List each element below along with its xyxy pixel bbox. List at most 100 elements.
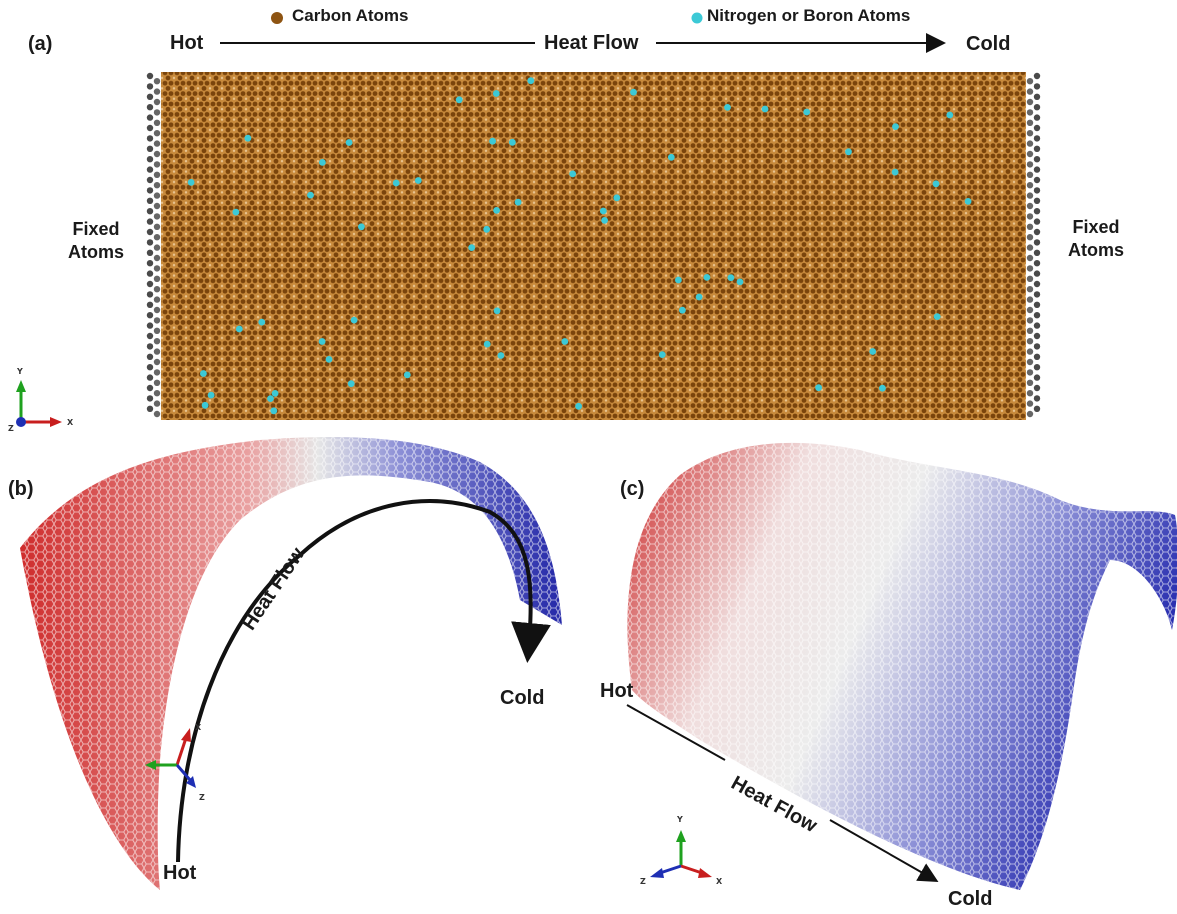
- fixed-atom: [1033, 93, 1041, 101]
- dopant-atom: [267, 395, 274, 402]
- hot-label-c: Hot: [600, 680, 634, 702]
- dopant-atom: [613, 194, 621, 202]
- fixed-atom: [1033, 384, 1041, 392]
- fixed-atom: [1033, 228, 1041, 236]
- axis-z-label-c: Z: [640, 877, 646, 886]
- fixed-atom: [153, 192, 161, 199]
- fixed-atom: [146, 93, 154, 101]
- dopant-atom: [271, 390, 279, 397]
- fixed-atom: [1026, 358, 1034, 366]
- fixed-atom: [1026, 265, 1034, 272]
- fixed-atom: [153, 213, 161, 220]
- dopant-atom: [761, 105, 769, 113]
- fixed-atom: [1026, 182, 1034, 189]
- dopant-atom: [492, 90, 500, 97]
- fixed-atom: [146, 83, 154, 90]
- fixed-atom: [146, 312, 154, 319]
- dopant-atom: [575, 402, 582, 410]
- dopant-atom: [658, 351, 666, 358]
- fixed-atoms-right: [1026, 72, 1041, 418]
- cold-label-c: Cold: [948, 888, 993, 910]
- fixed-atom: [153, 327, 161, 334]
- fixed-atom: [146, 208, 154, 215]
- fixed-atom: [1026, 275, 1034, 282]
- dopant-atom: [891, 168, 899, 176]
- dopant-atom: [727, 274, 735, 282]
- fixed-atom: [153, 98, 161, 106]
- fixed-atom: [146, 156, 154, 163]
- fixed-atom: [1026, 296, 1034, 303]
- fixed-atom: [1033, 280, 1041, 288]
- fixed-atom: [1026, 88, 1034, 95]
- fixed-atom: [153, 254, 161, 262]
- fixed-atom: [1033, 239, 1041, 246]
- axis-x-label-c: X: [716, 877, 723, 886]
- dopant-atom: [933, 313, 941, 320]
- fixed-atoms-left: [146, 72, 161, 418]
- fixed-atom: [1033, 104, 1041, 111]
- dopant-atoms: [187, 77, 972, 415]
- fixed-atom: [153, 390, 161, 397]
- fixed-atom: [1033, 124, 1041, 132]
- fixed-atom: [1033, 332, 1041, 340]
- fixed-atom: [146, 280, 154, 288]
- fixed-atom: [1026, 338, 1034, 345]
- panel-label-a: (a): [28, 33, 53, 55]
- fixed-atom: [1033, 176, 1041, 184]
- dopant-atom: [350, 316, 358, 324]
- fixed-atom: [1033, 166, 1041, 173]
- fixed-atom: [146, 395, 154, 402]
- fixed-atom: [1033, 156, 1041, 163]
- dopant-atom: [493, 207, 500, 214]
- fixed-atom: [146, 135, 154, 142]
- fixed-atom: [146, 218, 154, 225]
- fixed-atom: [146, 291, 154, 298]
- fixed-left-line2: Atoms: [68, 242, 125, 262]
- fixed-atom: [1026, 317, 1034, 324]
- fixed-right-line1: Fixed: [1072, 217, 1120, 237]
- fixed-atom: [153, 223, 161, 230]
- carbon-legend-dot: [271, 12, 283, 24]
- dopant-atom: [414, 177, 422, 184]
- fixed-atom: [146, 124, 154, 132]
- fixed-atom: [1026, 286, 1034, 293]
- panel-label-b: (b): [8, 478, 34, 500]
- axis-triad-b: X Z: [145, 723, 205, 802]
- dopant-atom: [946, 111, 954, 119]
- fixed-atom: [146, 72, 154, 80]
- fixed-atom: [1026, 150, 1034, 158]
- dopant-atom: [561, 338, 569, 345]
- fixed-atom: [1033, 353, 1041, 360]
- dopant-atom: [483, 340, 491, 348]
- hot-label-a: Hot: [170, 32, 204, 54]
- fixed-atom: [153, 296, 161, 303]
- fixed-atom: [1033, 395, 1041, 402]
- dopant-atom: [201, 401, 209, 409]
- dopant-atom: [483, 225, 491, 233]
- dopant-atom: [964, 198, 972, 205]
- fixed-atom: [1033, 301, 1041, 308]
- fixed-atom: [153, 119, 161, 127]
- fixed-atom: [146, 405, 154, 412]
- fixed-atom: [1026, 140, 1034, 147]
- fixed-atom: [153, 171, 161, 178]
- dopant-atom: [307, 191, 314, 199]
- dopant-atom: [392, 179, 400, 187]
- fixed-atom: [146, 343, 154, 350]
- fixed-atom: [146, 166, 154, 173]
- fixed-atom: [146, 332, 154, 340]
- dopant-atom: [347, 380, 355, 388]
- dopant-atom: [235, 325, 243, 333]
- dopant-atom: [932, 180, 940, 188]
- fixed-atom: [146, 249, 154, 256]
- fixed-atom: [146, 374, 154, 381]
- graphene-sheet: [161, 72, 1026, 420]
- dopant-atom: [244, 134, 252, 142]
- panel-a: Y X Z: [8, 12, 1041, 433]
- dopant-atom: [601, 217, 608, 224]
- fixed-atoms-left-label: Fixed Atoms: [68, 218, 124, 264]
- curved-sheet-c-mesh: [627, 442, 1177, 890]
- fixed-atom: [1033, 114, 1041, 121]
- fixed-atom: [153, 234, 161, 241]
